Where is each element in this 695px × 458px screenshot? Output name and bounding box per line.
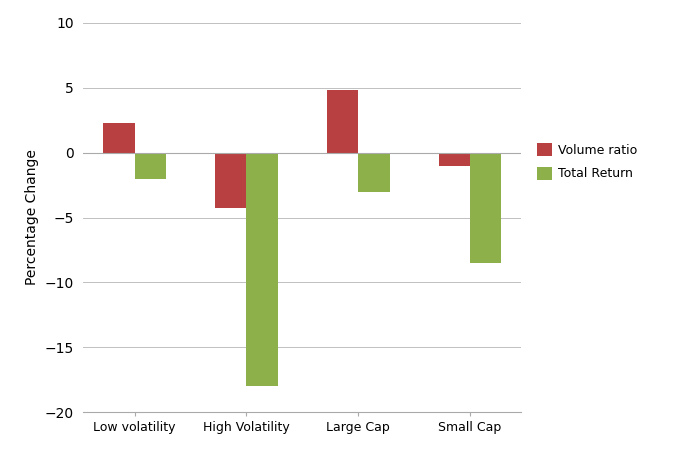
- Bar: [135, 153, 166, 179]
- Legend: Volume ratio, Total Return: Volume ratio, Total Return: [532, 138, 642, 185]
- Bar: [439, 153, 470, 166]
- Bar: [470, 153, 501, 263]
- Bar: [215, 153, 247, 208]
- Bar: [247, 153, 278, 386]
- Bar: [358, 153, 389, 191]
- Bar: [104, 123, 135, 153]
- Y-axis label: Percentage Change: Percentage Change: [25, 150, 39, 285]
- Bar: [327, 90, 358, 153]
